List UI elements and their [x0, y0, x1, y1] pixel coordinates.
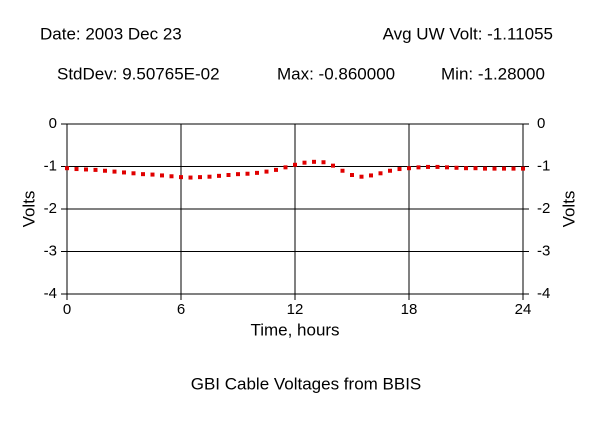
y-tick-label: 0 [49, 115, 57, 132]
y-tick-label-right: -1 [537, 157, 550, 174]
point [502, 166, 506, 171]
point [340, 168, 345, 173]
y-tick-label-right: 0 [537, 115, 545, 132]
y-axis-label-right: Volts [559, 191, 578, 228]
point [217, 173, 221, 178]
x-tick-label: 18 [401, 301, 418, 318]
x-tick-label: 6 [177, 301, 185, 318]
chart-title: GBI Cable Voltages from BBIS [191, 374, 422, 393]
point [84, 167, 88, 172]
point [464, 166, 468, 171]
y-tick-label-right: -3 [537, 242, 550, 259]
point [350, 173, 354, 177]
y-tick-label: -1 [44, 157, 57, 174]
point [160, 173, 164, 178]
point [283, 165, 288, 170]
point [312, 159, 316, 164]
point [74, 167, 79, 172]
point [445, 165, 449, 170]
point [103, 168, 107, 173]
point [435, 164, 440, 169]
point [483, 166, 487, 171]
point [274, 167, 278, 172]
point [112, 169, 117, 174]
point [93, 167, 98, 172]
point [236, 172, 240, 177]
point [255, 170, 259, 175]
point [122, 170, 126, 175]
y-tick-label: -4 [44, 285, 57, 302]
point [169, 174, 174, 179]
point [207, 174, 212, 179]
header-min: Min: -1.28000 [441, 64, 545, 83]
point [426, 164, 430, 169]
point [321, 160, 326, 165]
y-tick-label-right: -4 [537, 285, 550, 302]
y-tick-label: -3 [44, 242, 57, 259]
header-date: Date: 2003 Dec 23 [40, 24, 182, 43]
point [378, 171, 383, 176]
point [359, 174, 364, 179]
point [521, 166, 525, 171]
point [141, 172, 145, 177]
point [454, 165, 459, 170]
point [198, 175, 202, 180]
point [492, 166, 497, 171]
point [150, 172, 155, 177]
x-tick-label: 12 [287, 301, 304, 318]
point [511, 166, 516, 171]
point [65, 166, 69, 171]
point [226, 173, 231, 177]
y-tick-label-right: -2 [537, 200, 550, 217]
point [473, 166, 478, 171]
point [179, 175, 183, 180]
y-tick-label: -2 [44, 200, 57, 217]
point [331, 163, 335, 168]
x-tick-label: 24 [515, 301, 532, 318]
header-stddev: StdDev: 9.50765E-02 [57, 64, 220, 83]
y-axis-label: Volts [19, 191, 38, 228]
point [388, 168, 392, 173]
point [293, 162, 297, 167]
x-axis-label: Time, hours [250, 320, 339, 339]
header-avg: Avg UW Volt: -1.11055 [383, 24, 553, 43]
header-max: Max: -0.860000 [277, 64, 395, 83]
x-tick-label: 0 [63, 301, 71, 318]
point [416, 165, 421, 170]
point [302, 160, 307, 165]
point [188, 175, 193, 180]
point [264, 169, 269, 174]
point [369, 173, 373, 178]
point [397, 167, 402, 172]
point [245, 171, 250, 176]
point [131, 171, 136, 176]
point [407, 166, 411, 171]
